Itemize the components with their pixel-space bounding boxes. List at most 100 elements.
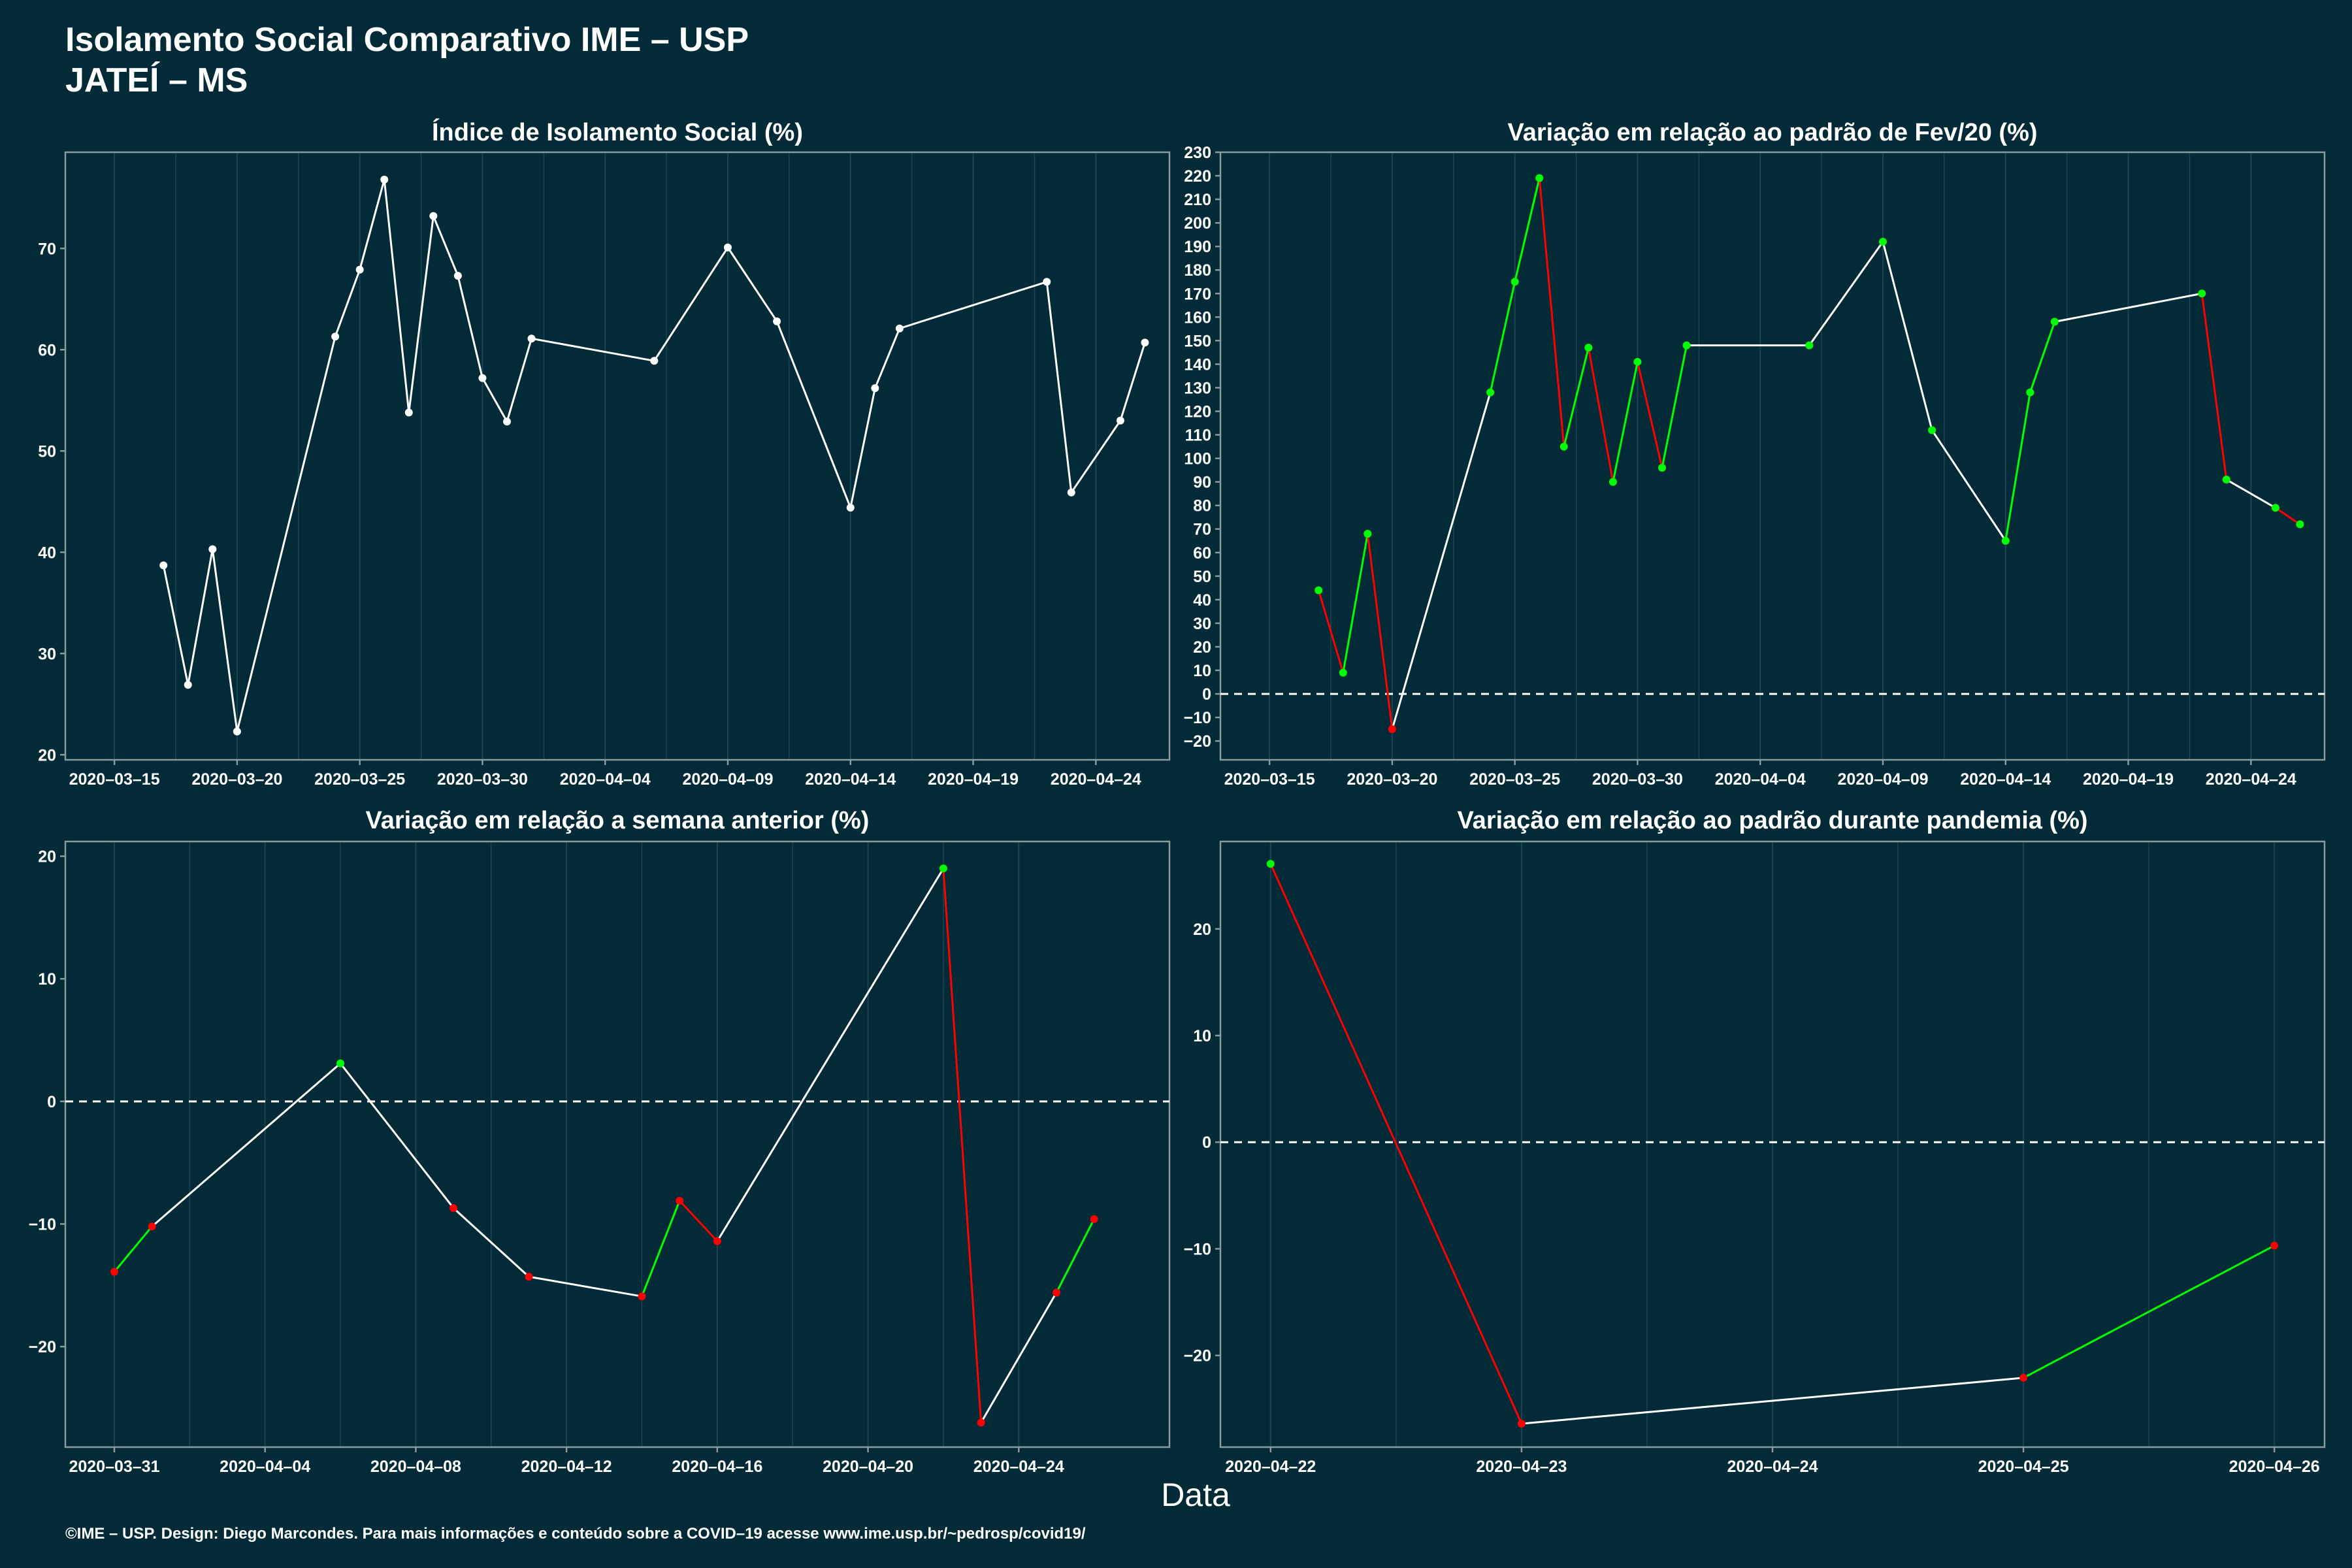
panel-title: Variação em relação ao padrão durante pa…: [1457, 807, 2087, 834]
series-segment: [113, 1226, 153, 1273]
y-tick-label: 80: [1193, 497, 1211, 515]
series-segment: [1269, 863, 1523, 1424]
data-point: [1090, 1215, 1098, 1223]
series-segment: [874, 328, 901, 389]
series-segment: [2004, 392, 2031, 542]
y-tick-label: 10: [1193, 1027, 1211, 1045]
data-point: [1486, 388, 1495, 397]
y-tick-label: 10: [1193, 662, 1211, 680]
data-point: [871, 384, 879, 393]
data-point: [2270, 1241, 2279, 1250]
series-segment: [453, 1207, 530, 1278]
figure-subtitle: JATEÍ – MS: [65, 61, 248, 99]
series-segment: [482, 377, 508, 423]
x-tick-label: 2020–03–20: [1347, 770, 1437, 789]
data-point: [184, 681, 192, 689]
y-tick-label: 40: [1193, 591, 1211, 610]
x-tick-label: 2020–04–08: [370, 1458, 461, 1476]
y-tick-label: 230: [1184, 144, 1211, 162]
data-point: [1116, 416, 1124, 425]
data-point: [1633, 357, 1642, 366]
data-point: [478, 374, 487, 382]
x-tick-label: 2020–03–25: [314, 770, 405, 789]
data-point: [2198, 289, 2206, 298]
series-segment: [1342, 533, 1369, 673]
data-point: [233, 727, 241, 736]
data-point: [1928, 426, 1936, 434]
y-tick-label: 210: [1184, 191, 1211, 209]
y-tick-label: 180: [1184, 261, 1211, 280]
series-segment: [339, 1062, 455, 1209]
panel-variacao-fev20: Variação em relação ao padrão de Fev/20 …: [1184, 119, 2326, 789]
x-tick-label: 2020–04–22: [1225, 1458, 1316, 1476]
series-segment: [776, 321, 852, 508]
data-point: [1315, 586, 1323, 595]
data-point: [429, 212, 438, 220]
series-segment: [1317, 590, 1345, 674]
data-point: [2296, 520, 2304, 529]
y-tick-label: −10: [29, 1215, 56, 1233]
series-segment: [641, 1200, 681, 1297]
y-tick-label: −20: [1184, 1347, 1211, 1365]
series-segment: [2275, 507, 2301, 525]
series-segment: [653, 246, 729, 362]
y-tick-label: 100: [1184, 450, 1211, 468]
series-segment: [187, 549, 214, 685]
series-segment: [716, 868, 945, 1242]
data-point: [724, 243, 732, 252]
data-point: [638, 1292, 646, 1301]
y-tick-label: 50: [38, 442, 56, 461]
series-segment: [849, 387, 876, 508]
data-point: [1879, 237, 1887, 246]
x-tick-label: 2020–04–20: [823, 1458, 913, 1476]
x-tick-label: 2020–03–31: [69, 1458, 159, 1476]
x-tick-label: 2020–03–25: [1469, 770, 1560, 789]
x-tick-label: 2020–04–12: [521, 1458, 612, 1476]
series-segment: [1661, 345, 1688, 468]
y-tick-label: 60: [38, 341, 56, 359]
y-tick-label: 20: [1193, 638, 1211, 657]
panel-title: Índice de Isolamento Social (%): [432, 118, 803, 146]
y-tick-label: 170: [1184, 285, 1211, 303]
data-point: [1517, 1420, 1526, 1428]
data-point: [1511, 278, 1519, 286]
y-tick-label: −10: [1184, 709, 1211, 727]
data-point: [380, 175, 389, 184]
data-point: [1266, 860, 1275, 868]
data-point: [2222, 476, 2230, 484]
panel-indice: Índice de Isolamento Social (%) 20 30 40 50 6…: [38, 118, 1171, 789]
data-point: [977, 1418, 985, 1427]
figure-title: Isolamento Social Comparativo IME – USP: [65, 21, 749, 59]
data-point: [1609, 478, 1617, 486]
series-segment: [2200, 293, 2228, 480]
x-tick-label: 2020–04–16: [672, 1458, 762, 1476]
data-point: [895, 324, 904, 333]
x-tick-label: 2020–04–24: [2206, 770, 2296, 789]
x-tick-label: 2020–03–20: [191, 770, 282, 789]
data-point: [355, 265, 364, 274]
data-point: [676, 1196, 684, 1205]
data-point: [336, 1059, 345, 1068]
y-tick-label: 60: [1193, 544, 1211, 563]
y-tick-label: −20: [1184, 732, 1211, 751]
series-segment: [1931, 429, 2007, 542]
series-segment: [2054, 292, 2202, 323]
series-segment: [359, 179, 385, 270]
data-point: [148, 1222, 156, 1231]
data-point: [527, 335, 536, 343]
x-tick-label: 2020–04–24: [1727, 1458, 1818, 1476]
y-tick-label: −10: [1184, 1240, 1211, 1258]
series-segment: [1563, 347, 1590, 447]
x-tick-label: 2020–04–04: [1715, 770, 1806, 789]
y-tick-label: 110: [1185, 427, 1211, 445]
y-tick-label: 0: [47, 1093, 56, 1111]
series-segment: [1882, 241, 1933, 431]
y-tick-label: −20: [29, 1338, 56, 1356]
x-tick-label: 2020–03–30: [1592, 770, 1683, 789]
series-segment: [529, 1275, 642, 1298]
data-point: [1584, 344, 1593, 352]
y-tick-label: 90: [1193, 474, 1211, 492]
data-point: [159, 561, 168, 570]
series-segment: [980, 1292, 1058, 1424]
